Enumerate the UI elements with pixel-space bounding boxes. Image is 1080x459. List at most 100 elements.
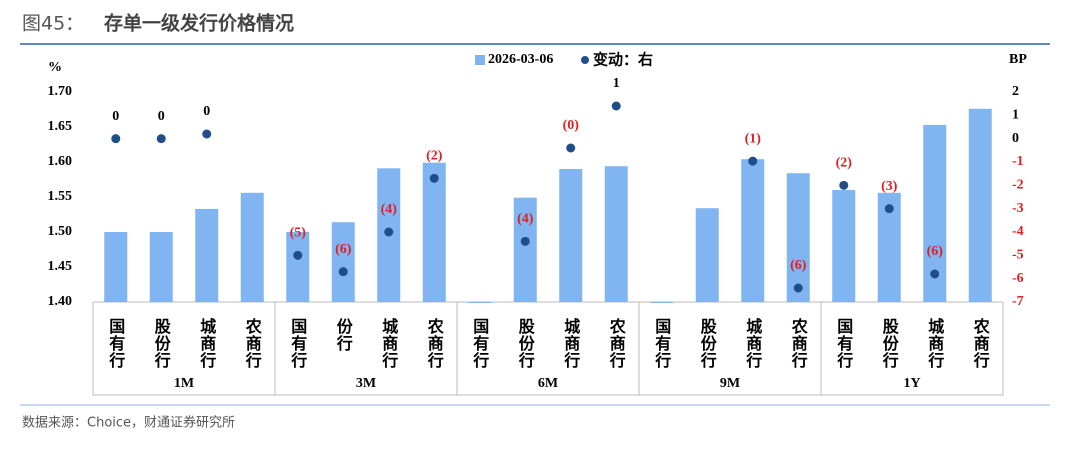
data-label: (4) bbox=[381, 202, 398, 217]
dot bbox=[338, 267, 348, 277]
bar bbox=[968, 108, 992, 302]
data-label: (2) bbox=[426, 149, 443, 164]
dot bbox=[884, 204, 894, 214]
bar bbox=[513, 197, 537, 302]
y2-tick-label: -5 bbox=[1012, 248, 1024, 263]
data-label: 0 bbox=[112, 109, 119, 124]
dot bbox=[611, 101, 621, 111]
bar bbox=[149, 232, 173, 302]
x-tick-label: 股份行 bbox=[880, 318, 900, 369]
figure-label: 图45： bbox=[22, 13, 84, 35]
data-label: (6) bbox=[335, 242, 352, 257]
legend-label: 变动：右 bbox=[593, 51, 653, 69]
bar bbox=[650, 302, 674, 303]
dot bbox=[202, 129, 212, 139]
group-label: 9M bbox=[720, 376, 740, 391]
y2-tick-label: 1 bbox=[1012, 108, 1019, 123]
data-label: (5) bbox=[290, 226, 307, 241]
data-label: (6) bbox=[790, 258, 807, 273]
dot bbox=[111, 134, 121, 144]
bar bbox=[286, 232, 310, 302]
bar bbox=[422, 162, 446, 302]
group-label: 1M bbox=[174, 376, 194, 391]
data-label: (2) bbox=[836, 156, 853, 171]
bar bbox=[923, 124, 947, 303]
bar bbox=[240, 192, 264, 302]
y-tick-label: 1.70 bbox=[48, 84, 73, 99]
bar bbox=[104, 232, 128, 302]
group-label: 6M bbox=[538, 376, 558, 391]
data-label: (0) bbox=[563, 118, 580, 133]
x-tick-label: 城商行 bbox=[561, 318, 581, 369]
bar bbox=[786, 173, 810, 302]
x-tick-label: 城商行 bbox=[743, 318, 763, 369]
y-tick-label: 1.65 bbox=[48, 119, 73, 134]
y-tick-label: 1.45 bbox=[48, 259, 73, 274]
chart-title: 存单一级发行价格情况 bbox=[104, 12, 294, 35]
x-tick-label: 农商行 bbox=[425, 317, 445, 369]
y-tick-label: 1.55 bbox=[48, 189, 73, 204]
data-label: 0 bbox=[158, 109, 165, 124]
dot bbox=[429, 173, 439, 183]
x-tick-label: 城商行 bbox=[197, 318, 217, 369]
data-label: (3) bbox=[881, 179, 898, 194]
bar bbox=[195, 208, 219, 302]
dot bbox=[156, 134, 166, 144]
y2-tick-label: -1 bbox=[1012, 154, 1024, 169]
legend-swatch bbox=[581, 56, 589, 64]
x-tick-label: 农商行 bbox=[607, 317, 627, 369]
source: 数据来源：Choice，财通证券研究所 bbox=[22, 415, 235, 431]
x-tick-label: 股份行 bbox=[698, 318, 718, 369]
x-tick-label: 国有行 bbox=[106, 318, 126, 369]
x-tick-label: 农商行 bbox=[789, 317, 809, 369]
bar bbox=[695, 208, 719, 302]
x-tick-label: 农商行 bbox=[971, 317, 991, 369]
y2-axis-label: BP bbox=[1009, 52, 1027, 67]
x-tick-label: 城商行 bbox=[925, 318, 945, 369]
dot bbox=[293, 250, 303, 260]
y2-tick-label: -7 bbox=[1012, 294, 1024, 309]
x-tick-label: 股份行 bbox=[516, 318, 536, 369]
x-tick-label: 国有行 bbox=[652, 318, 672, 369]
y-tick-label: 1.40 bbox=[48, 294, 73, 309]
y2-tick-label: 0 bbox=[1012, 131, 1019, 146]
data-label: 1 bbox=[613, 76, 620, 91]
bar bbox=[468, 302, 492, 303]
bar bbox=[604, 166, 628, 302]
x-tick-label: 国有行 bbox=[288, 318, 308, 369]
bar bbox=[832, 190, 856, 302]
dot bbox=[839, 180, 849, 190]
bar bbox=[331, 222, 355, 302]
bar bbox=[877, 192, 901, 302]
x-tick-label: 农商行 bbox=[243, 317, 263, 369]
dot bbox=[793, 283, 803, 293]
dot bbox=[520, 236, 530, 246]
y-tick-label: 1.60 bbox=[48, 154, 73, 169]
data-label: (4) bbox=[517, 212, 534, 227]
y2-tick-label: -4 bbox=[1012, 224, 1024, 239]
group-label: 3M bbox=[356, 376, 376, 391]
bar bbox=[559, 169, 583, 302]
y-axis-label: % bbox=[48, 60, 62, 75]
x-tick-label: 国有行 bbox=[834, 318, 854, 369]
dot bbox=[748, 156, 758, 166]
x-tick-label: 份行 bbox=[334, 317, 354, 352]
y2-tick-label: -3 bbox=[1012, 201, 1024, 216]
bar bbox=[741, 159, 765, 302]
data-label: (1) bbox=[745, 131, 762, 146]
dot bbox=[566, 143, 576, 153]
y-tick-label: 1.50 bbox=[48, 224, 73, 239]
dot bbox=[384, 227, 394, 237]
dot bbox=[930, 269, 940, 279]
data-label: (6) bbox=[927, 244, 944, 259]
y2-tick-label: -6 bbox=[1012, 271, 1024, 286]
legend-label: 2026-03-06 bbox=[488, 52, 553, 67]
group-label: 1Y bbox=[903, 376, 920, 391]
legend-swatch bbox=[475, 55, 485, 65]
x-tick-label: 股份行 bbox=[152, 318, 172, 369]
y2-tick-label: -2 bbox=[1012, 178, 1024, 193]
data-label: 0 bbox=[203, 104, 210, 119]
x-tick-label: 国有行 bbox=[470, 318, 490, 369]
x-tick-label: 城商行 bbox=[379, 318, 399, 369]
